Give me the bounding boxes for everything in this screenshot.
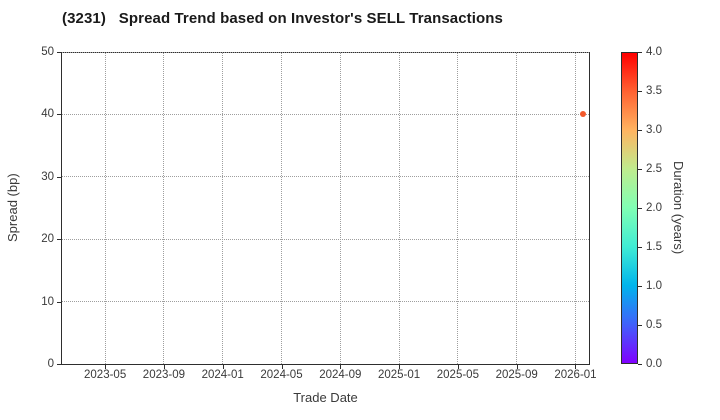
x-tick [458, 365, 459, 369]
colorbar-tick [638, 325, 642, 326]
y-tick [57, 302, 61, 303]
x-tick [517, 365, 518, 369]
colorbar-tick [638, 364, 642, 365]
colorbar-tick-label: 4.0 [646, 46, 662, 58]
colorbar-tick-label: 1.5 [646, 241, 662, 253]
y-tick-label: 50 [41, 46, 54, 58]
colorbar-tick [638, 286, 642, 287]
colorbar-tick-label: 3.0 [646, 124, 662, 136]
y-tick [57, 52, 61, 53]
data-point [580, 111, 587, 118]
x-tick [105, 365, 106, 369]
y-tick-label: 30 [41, 170, 54, 183]
colorbar-gradient [621, 52, 638, 364]
x-tick [164, 365, 165, 369]
y-tick [57, 239, 61, 240]
colorbar-tick-label: 2.0 [646, 202, 662, 214]
y-axis-line [61, 52, 62, 365]
y-tick [57, 364, 61, 365]
x-gridline [398, 52, 400, 364]
y-tick-label: 0 [47, 358, 54, 370]
y-gridline [62, 238, 589, 240]
y-tick-label: 40 [41, 108, 54, 121]
x-tick [575, 365, 576, 369]
x-tick-label: 2024-09 [319, 369, 362, 381]
x-gridline [222, 52, 224, 364]
y-gridline [62, 301, 589, 303]
y-tick [57, 114, 61, 115]
x-tick [223, 365, 224, 369]
colorbar-tick-label: 2.5 [646, 163, 662, 175]
x-gridline [574, 52, 576, 364]
y-tick-label: 20 [41, 233, 54, 246]
x-gridline [163, 52, 165, 364]
y-gridline [62, 176, 589, 178]
x-tick-label: 2025-01 [377, 369, 421, 381]
x-gridline [457, 52, 459, 364]
colorbar-tick [638, 208, 642, 209]
x-tick [282, 365, 283, 369]
x-gridline [104, 52, 106, 364]
x-tick-label: 2023-05 [84, 369, 127, 381]
x-tick-label: 2024-01 [201, 369, 244, 381]
x-tick [340, 365, 341, 369]
colorbar-tick-label: 3.5 [646, 85, 662, 97]
x-tick-label: 2025-09 [495, 369, 538, 381]
colorbar-tick [638, 91, 642, 92]
x-tick-label: 2024-05 [260, 369, 303, 381]
x-tick-label: 2025-05 [436, 369, 479, 381]
colorbar-tick-label: 1.0 [646, 280, 662, 292]
x-axis-label: Trade Date [293, 390, 358, 405]
y-tick [57, 177, 61, 178]
x-gridline [516, 52, 518, 364]
x-tick-label: 2023-09 [142, 369, 186, 381]
colorbar-tick-label: 0.5 [646, 319, 662, 331]
colorbar-tick [638, 247, 642, 248]
plot-right-spine [589, 52, 590, 365]
x-gridline [281, 52, 282, 364]
y-tick-label: 10 [41, 295, 54, 308]
x-axis-line [61, 364, 590, 365]
colorbar-tick [638, 130, 642, 131]
plot-area [62, 52, 589, 364]
y-gridline [62, 113, 589, 115]
x-tick-label: 2026-01 [554, 369, 597, 381]
x-gridline [339, 52, 341, 364]
colorbar-tick [638, 52, 642, 53]
plot-top-spine [61, 52, 590, 53]
colorbar-tick [638, 169, 642, 170]
x-tick [399, 365, 400, 369]
colorbar-tick-label: 0.0 [646, 358, 662, 370]
chart-title: (3231) Spread Trend based on Investor's … [62, 10, 503, 27]
colorbar-label: Duration (years) [671, 161, 686, 255]
y-axis-label: Spread (bp) [5, 173, 20, 243]
